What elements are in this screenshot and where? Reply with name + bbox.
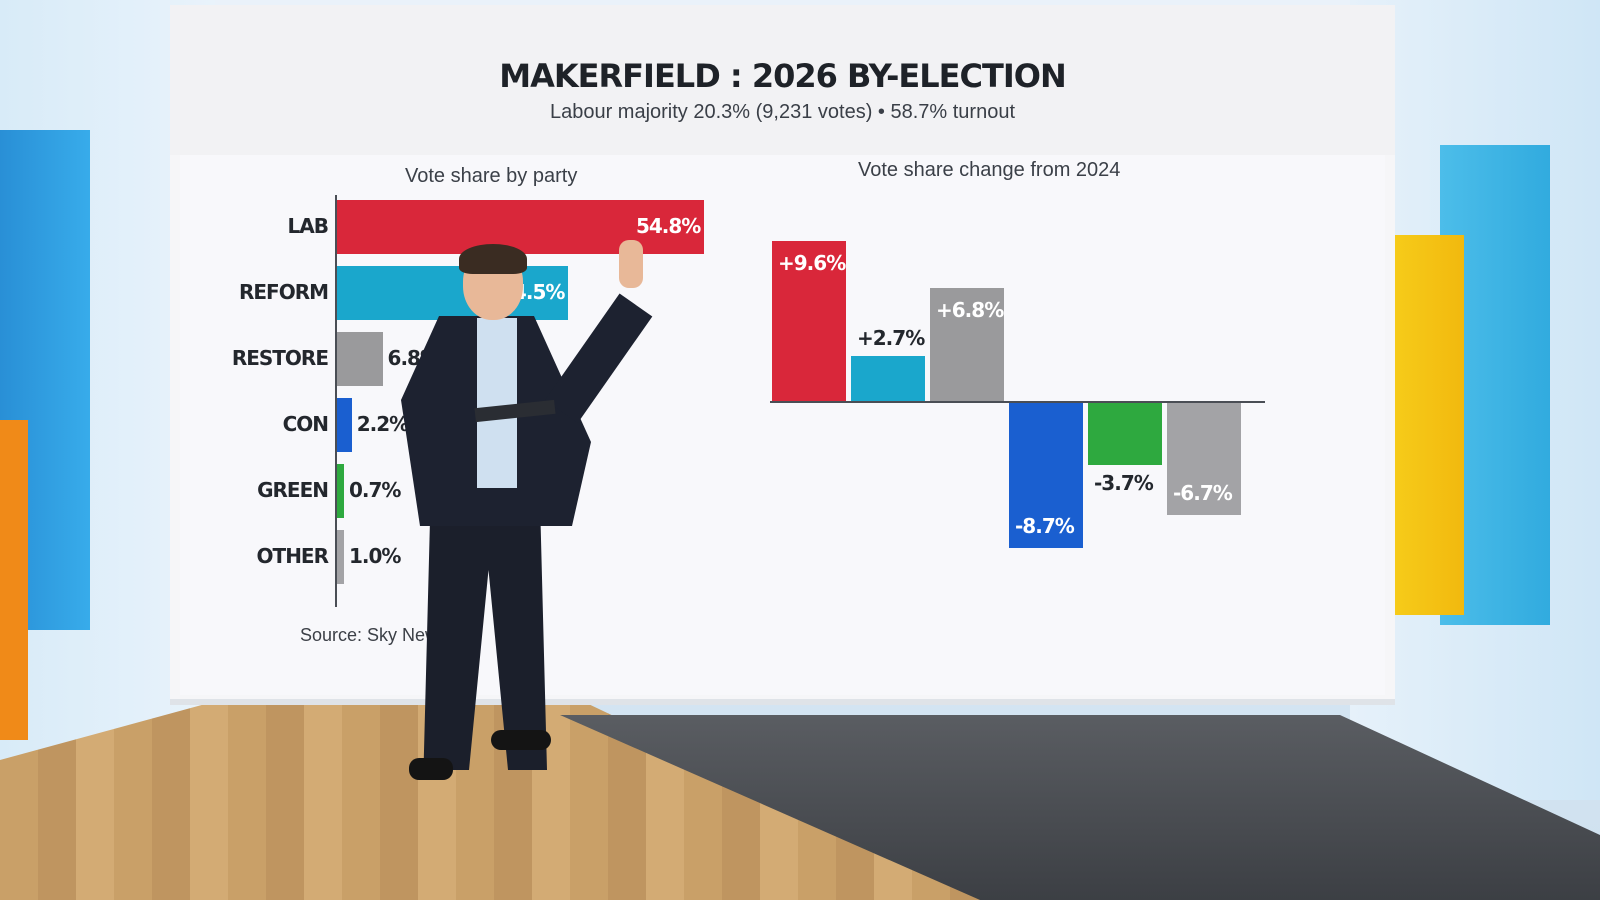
change-bar-other: [1167, 403, 1241, 515]
presenter-shoe-left: [409, 758, 453, 780]
presenter-hair: [459, 244, 527, 274]
category-label-con: CON: [282, 412, 329, 436]
value-label-green: 0.7%: [349, 478, 401, 502]
bar-reform: [337, 266, 569, 320]
video-wall: MAKERFIELD : 2026 BY-ELECTION Labour maj…: [170, 5, 1395, 705]
bar-other: [337, 530, 344, 584]
category-label-green: GREEN: [257, 478, 329, 502]
value-label-other: 1.0%: [349, 544, 401, 568]
category-label-reform: REFORM: [238, 280, 329, 304]
change-label-green: -3.7%: [1094, 470, 1154, 495]
category-label-other: OTHER: [256, 544, 329, 568]
change-bar-green: [1088, 403, 1162, 465]
change-label-reform: +2.7%: [857, 326, 925, 350]
decor-yellow-column-right: [1392, 235, 1464, 615]
presenter-shirt: [477, 318, 517, 488]
change-label-con: -8.7%: [1015, 514, 1075, 538]
value-label-lab: 54.8%: [635, 214, 701, 238]
category-label-restore: RESTORE: [231, 346, 329, 370]
vote-share-chart-title: Vote share by party: [405, 165, 578, 187]
page-title: MAKERFIELD : 2026 BY-ELECTION: [499, 57, 1066, 95]
change-bar-lab: [772, 241, 846, 401]
decor-orange-column-left: [0, 420, 28, 740]
source-note: Source: Sky News: [300, 625, 448, 645]
bar-green: [337, 464, 344, 518]
category-label-lab: LAB: [287, 214, 329, 238]
bar-lab: [337, 200, 704, 254]
change-label-restore: +6.8%: [936, 297, 1004, 322]
change-bar-reform: [851, 356, 925, 401]
chart-panel: Vote share by party Vote share change fr…: [180, 155, 1385, 695]
presenter-shoe-right: [491, 730, 551, 750]
vote-share-axis: [335, 195, 337, 607]
change-chart-title: Vote share change from 2024: [858, 159, 1121, 181]
wall-header: MAKERFIELD : 2026 BY-ELECTION Labour maj…: [170, 5, 1395, 155]
presenter: [395, 240, 653, 800]
value-label-con: 2.2%: [356, 412, 409, 436]
page-subtitle: Labour majority 20.3% (9,231 votes) • 58…: [549, 101, 1016, 123]
change-label-lab: +9.6%: [778, 251, 846, 275]
bar-restore: [337, 332, 383, 386]
change-bar-restore: [930, 287, 1004, 401]
presenter-hand: [619, 240, 643, 288]
change-label-other: -6.7%: [1173, 480, 1233, 505]
bar-con: [337, 398, 352, 452]
change-bar-con: [1009, 403, 1083, 548]
change-chart-baseline: [770, 401, 1265, 403]
